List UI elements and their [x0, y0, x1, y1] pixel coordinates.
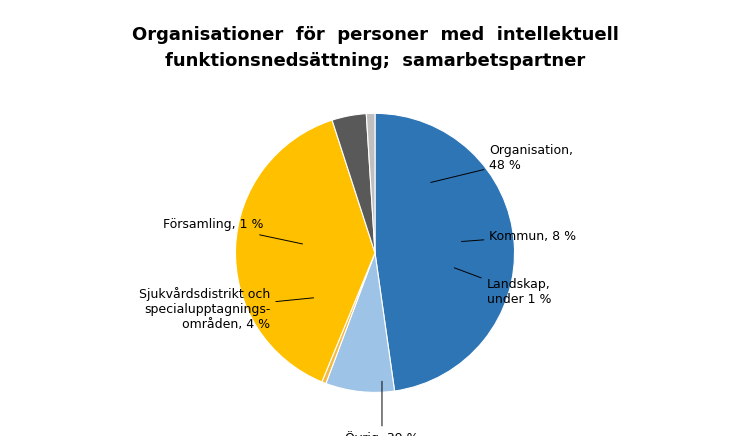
Text: Organisation,
48 %: Organisation, 48 %	[430, 144, 574, 182]
Wedge shape	[322, 253, 375, 384]
Wedge shape	[366, 113, 375, 253]
Wedge shape	[375, 113, 514, 391]
Wedge shape	[236, 120, 375, 382]
Wedge shape	[332, 114, 375, 253]
Text: Kommun, 8 %: Kommun, 8 %	[461, 230, 577, 243]
Text: Organisationer  för  personer  med  intellektuell: Organisationer för personer med intellek…	[131, 26, 619, 44]
Text: Landskap,
under 1 %: Landskap, under 1 %	[454, 268, 551, 306]
Wedge shape	[326, 253, 394, 392]
Text: Församling, 1 %: Församling, 1 %	[163, 218, 302, 244]
Text: funktionsnedsättning;  samarbetspartner: funktionsnedsättning; samarbetspartner	[165, 52, 585, 70]
Text: Sjukvårdsdistrikt och
specialupptagnings-
områden, 4 %: Sjukvårdsdistrikt och specialupptagnings…	[139, 287, 314, 330]
Text: Övrig, 39 %: Övrig, 39 %	[345, 381, 418, 436]
